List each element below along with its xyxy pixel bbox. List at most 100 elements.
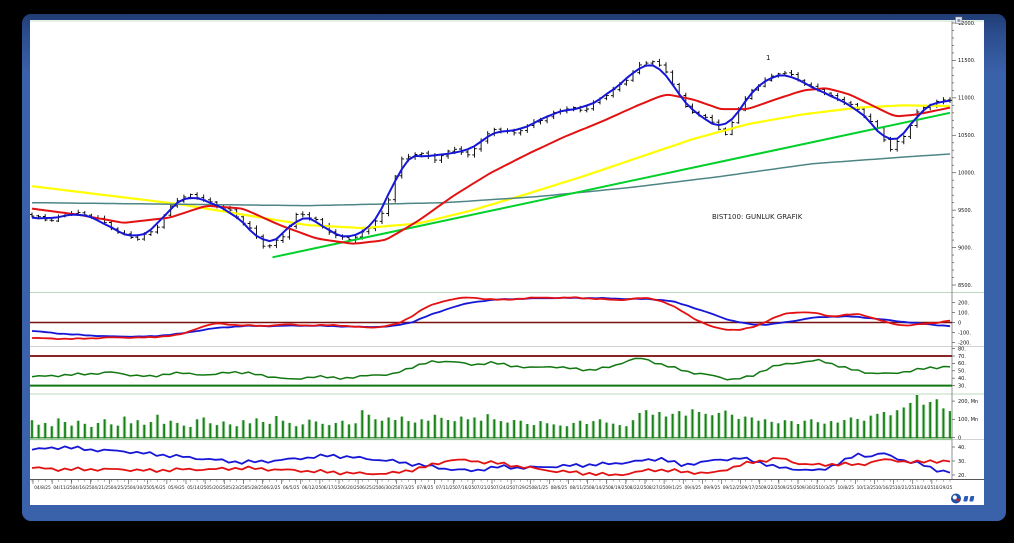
rsi-axis-label: 40. (958, 376, 966, 382)
date-axis-label: 05/14/25 (187, 485, 207, 491)
ohlc-bar (30, 212, 35, 218)
date-axis-label: 08/6/25 (551, 485, 568, 491)
date-axis-label: 06/30/25 (378, 485, 398, 491)
ohlc-bar (75, 209, 81, 215)
date-axis-label: 09/1/25 (665, 485, 682, 491)
ma-200-teal (31, 153, 951, 207)
date-axis-label: 08/27/25 (646, 485, 666, 491)
date-axis-label: 08/14/25 (589, 485, 609, 491)
date-axis-label: 06/12/25 (302, 485, 322, 491)
ohlc-bar (36, 214, 41, 218)
date-axis-label: 05/6/25 (149, 485, 166, 491)
ohlc-bar (518, 129, 523, 136)
ohlc-bar (300, 211, 306, 218)
date-axis-label: 04/30/25 (130, 485, 150, 491)
date-axis-label: 07/11/25 (436, 485, 456, 491)
date-axis-label: 07/24/25 (493, 485, 513, 491)
price-axis-label: 8500. (958, 283, 973, 289)
date-axis-label: 04/21/25 (92, 485, 112, 491)
price-axis-label: 9000. (958, 245, 973, 251)
chart-layers: 12000. 11500. 11000. 10500. 10000. 9500. 9000.… (30, 16, 984, 504)
date-axis-label: 08/22/25 (627, 485, 647, 491)
di-axis-label: 20. (958, 473, 966, 479)
chart-title: BIST100: GUNLUK GRAFIK (712, 213, 803, 221)
date-axis-label: 08/11/25 (570, 485, 590, 491)
date-axis-label: 09/12/25 (723, 485, 743, 491)
platform-logo-icon (951, 493, 975, 504)
date-axis-label: 09/9/25 (704, 485, 721, 491)
date-axis-label: 07/29/25 (512, 485, 532, 491)
date-axis-label: 10/3/25 (818, 485, 835, 491)
date-axis-label: 06/25/25 (359, 485, 379, 491)
date-axis-label: 04/25/25 (111, 485, 131, 491)
ohlc-bar (703, 113, 708, 119)
macd-axis-label: -100. (958, 330, 971, 336)
ohlc-bar (135, 235, 140, 241)
date-axis-label: 10/29/25 (933, 485, 953, 491)
di-minus-blue (31, 445, 951, 474)
date-axis-label: 07/8/25 (417, 485, 434, 491)
ma-slow-yellow (31, 104, 951, 230)
date-axis-label: 10/16/25 (876, 485, 896, 491)
ohlc-bar (624, 79, 629, 86)
price-axis-label: 10000. (958, 171, 976, 177)
price-axis-label: 11000. (958, 96, 976, 102)
date-axis-label: 09/4/25 (684, 485, 701, 491)
date-axis-label: 04/8/25 (34, 485, 51, 491)
date-axis-label: 08/19/25 (608, 485, 628, 491)
ohlc-bar (472, 147, 477, 158)
platform-logo-part (956, 498, 959, 502)
date-axis-label: 09/22/25 (761, 485, 781, 491)
ohlc-bar (386, 197, 391, 217)
ohlc-bar (723, 127, 728, 136)
platform-logo-part (952, 495, 957, 500)
date-axis-label: 05/9/25 (168, 485, 185, 491)
rsi-axis-label: 70. (958, 354, 966, 360)
date-axis-label: 06/17/25 (321, 485, 341, 491)
date-axis-label: 09/17/25 (742, 485, 762, 491)
date-axis-label: 04/16/25 (72, 485, 92, 491)
date-axis-label: 10/13/25 (857, 485, 877, 491)
macd-line-red (31, 296, 951, 341)
platform-logo-part (963, 496, 969, 502)
date-axis-label: 07/21/25 (474, 485, 494, 491)
chart-corner-icon[interactable] (955, 16, 963, 24)
volume-bars (30, 395, 952, 439)
ma-mid-red (31, 87, 951, 245)
price-axis-label: 9500. (958, 208, 973, 214)
ma-fast-blue (31, 64, 951, 243)
macd-axis-label: -200. (958, 340, 971, 346)
rsi-axis-label: 60. (958, 361, 966, 367)
price-axis-label: 11500. (958, 58, 976, 64)
ohlc-bar (293, 212, 299, 229)
ohlc-bar (379, 210, 385, 225)
wave-annotation: 1 (766, 54, 770, 62)
date-axis-label: 07/3/25 (398, 485, 415, 491)
ohlc-bar (657, 58, 662, 67)
date-axis-label: 06/20/25 (340, 485, 360, 491)
di-axis-label: 40. (958, 445, 966, 451)
trendline-green (272, 111, 951, 259)
ohlc-bar (782, 70, 788, 76)
price-axis-label: 10500. (958, 133, 976, 139)
ohlc-bar (901, 134, 907, 145)
ohlc-bar (663, 62, 669, 74)
volume-axis-label: 100, Mn (958, 417, 978, 423)
date-axis-label: 10/24/25 (914, 485, 934, 491)
rsi-line-green (31, 357, 951, 381)
ohlc-bar (465, 150, 471, 158)
ohlc-bar (709, 114, 715, 124)
di-plus-red (31, 457, 951, 477)
date-axis-label: 04/11/25 (53, 485, 73, 491)
chart-corner-icon-part (957, 19, 961, 22)
macd-axis-label: 200. (958, 300, 970, 306)
rsi-axis-label: 80. (958, 346, 966, 352)
di-axis-label: 30. (958, 459, 966, 465)
ohlc-bar (650, 60, 656, 65)
ohlc-bar (267, 244, 273, 249)
ohlc-bar (789, 70, 794, 76)
ohlc-bar (683, 92, 689, 108)
date-axis-label: 08/1/25 (531, 485, 548, 491)
